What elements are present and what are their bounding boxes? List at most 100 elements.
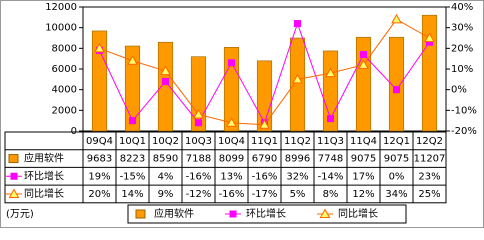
- point: [195, 119, 202, 127]
- legend-label: 应用软件: [154, 207, 194, 220]
- y2-tick-label: 10%: [451, 64, 473, 75]
- x-tick-label: 11Q1: [251, 136, 278, 147]
- table-cell: -17%: [252, 189, 278, 200]
- x-tick-label: 10Q2: [152, 136, 179, 147]
- legend-marker: [8, 188, 20, 198]
- bar: [223, 47, 240, 132]
- table-cell: 9683: [87, 154, 112, 165]
- legend-label: 同比增长: [338, 207, 378, 220]
- y-tick-label: 2000: [52, 105, 77, 116]
- y-tick-label: 8000: [52, 43, 77, 54]
- legend-swatch: [8, 154, 19, 164]
- table-cell: -15%: [120, 171, 146, 182]
- x-tick-label: 11Q2: [284, 136, 311, 147]
- legend-marker: [10, 172, 18, 180]
- legend: [127, 204, 407, 224]
- table-cell: 25%: [418, 189, 440, 200]
- table-cell: -16%: [252, 171, 278, 182]
- point: [327, 115, 334, 123]
- x-tick-label: 09Q4: [86, 136, 113, 147]
- bar: [421, 14, 438, 132]
- point: [393, 86, 400, 94]
- y-tick-label: 6000: [52, 64, 77, 75]
- y-tick-label: 12000: [45, 2, 77, 13]
- y2-tick-label: 30%: [451, 23, 473, 34]
- table-cell: 19%: [88, 171, 110, 182]
- table-cell: 9075: [384, 154, 409, 165]
- legend-marker: [229, 210, 237, 218]
- table-cell: 6790: [252, 154, 277, 165]
- legend-label: 环比增长: [246, 207, 286, 220]
- table-cell: -16%: [219, 189, 245, 200]
- table-cell: 34%: [385, 189, 407, 200]
- legend-marker: [319, 208, 331, 218]
- chart: (万元) 020004000600080001000012000-20%-10%…: [0, 0, 484, 228]
- table-row-label: 应用软件: [24, 152, 64, 165]
- x-tick-label: 11Q4: [350, 136, 377, 147]
- y-tick-label: 10000: [45, 23, 77, 34]
- y-tick-label: 4000: [52, 85, 77, 96]
- point: [325, 67, 336, 78]
- x-tick-label: 11Q3: [317, 136, 344, 147]
- point: [228, 59, 235, 67]
- table-cell: 14%: [121, 189, 143, 200]
- x-tick-label: 10Q4: [218, 136, 245, 147]
- table-cell: 8%: [323, 189, 339, 200]
- bar: [256, 60, 273, 132]
- bar: [289, 37, 306, 132]
- point: [292, 73, 303, 84]
- table-row-label: 环比增长: [24, 169, 64, 182]
- point: [424, 32, 435, 42]
- point: [259, 119, 270, 129]
- table-cell: 12%: [352, 189, 374, 200]
- point: [358, 59, 369, 69]
- x-tick-label: 12Q1: [383, 136, 410, 147]
- table-cell: 9%: [158, 189, 174, 200]
- bar: [124, 45, 141, 132]
- bar: [190, 56, 207, 132]
- point: [294, 20, 301, 28]
- table-cell: 23%: [418, 171, 440, 182]
- table-cell: 8223: [120, 154, 145, 165]
- y2-tick-label: -20%: [451, 126, 477, 137]
- point: [129, 117, 136, 125]
- table-cell: -16%: [186, 171, 212, 182]
- y2-tick-label: 0%: [451, 85, 467, 96]
- point: [391, 13, 402, 24]
- table-cell: 20%: [88, 189, 110, 200]
- table-cell: 9075: [351, 154, 376, 165]
- bar: [157, 41, 174, 132]
- y2-tick-label: -10%: [451, 105, 477, 116]
- bar: [388, 36, 405, 132]
- table-cell: 0%: [389, 171, 405, 182]
- table-cell: 32%: [286, 171, 308, 182]
- point: [426, 38, 433, 46]
- table-cell: 11207: [414, 154, 446, 165]
- point: [360, 51, 367, 59]
- x-tick-label: 12Q2: [416, 136, 443, 147]
- table-cell: 8099: [219, 154, 244, 165]
- table-cell: 4%: [158, 171, 174, 182]
- table-cell: 7188: [186, 154, 211, 165]
- y2-tick-label: 20%: [451, 43, 473, 54]
- table-row-label: 同比增长: [24, 187, 64, 200]
- bar: [91, 30, 108, 132]
- table-cell: 8590: [153, 154, 178, 165]
- point: [226, 117, 237, 127]
- x-tick-label: 10Q1: [119, 136, 146, 147]
- table-cell: 13%: [220, 171, 242, 182]
- table-cell: 17%: [352, 171, 374, 182]
- x-tick-label: 10Q3: [185, 136, 212, 147]
- point: [193, 108, 204, 119]
- point: [94, 42, 105, 53]
- y2-tick-label: 40%: [451, 2, 473, 13]
- point: [162, 77, 169, 85]
- point: [127, 55, 138, 65]
- table-cell: -14%: [318, 171, 344, 182]
- table-cell: -12%: [186, 189, 212, 200]
- point: [160, 65, 171, 76]
- table-cell: 8996: [285, 154, 310, 165]
- table-cell: 7748: [318, 154, 343, 165]
- unit-label: (万元): [6, 209, 34, 220]
- table-cell: 5%: [290, 189, 306, 200]
